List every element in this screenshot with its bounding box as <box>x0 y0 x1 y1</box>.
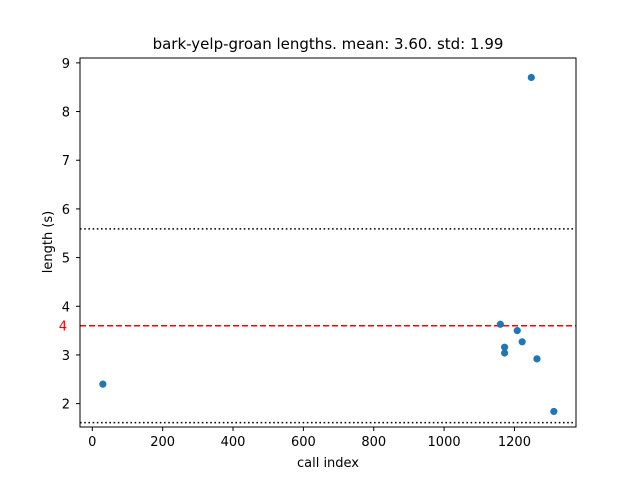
y-tick-label: 6 <box>62 203 70 218</box>
data-point <box>496 320 504 328</box>
x-tick-label: 1000 <box>428 435 461 450</box>
y-axis-label: length (s) <box>41 211 56 274</box>
y-tick-label: 7 <box>62 154 70 169</box>
chart-title: bark-yelp-groan lengths. mean: 3.60. std… <box>153 35 504 53</box>
x-tick-label: 200 <box>150 435 175 450</box>
data-point <box>533 355 541 363</box>
data-point <box>500 349 509 357</box>
x-tick-label: 600 <box>291 435 316 450</box>
x-axis-label: call index <box>297 456 359 471</box>
x-tick-label: 400 <box>221 435 246 450</box>
data-point <box>500 343 509 351</box>
x-tick-label: 800 <box>361 435 386 450</box>
data-point <box>99 380 107 388</box>
y-tick-label: 3 <box>62 349 70 364</box>
data-point <box>527 73 535 82</box>
data-point <box>550 407 558 416</box>
y-tick-label: 5 <box>62 252 70 267</box>
x-tick-label: 0 <box>88 435 96 450</box>
y-tick-label: 4 <box>62 300 70 315</box>
plot-area <box>80 73 576 424</box>
y-tick-label: 2 <box>62 398 70 413</box>
x-tick-label: 1200 <box>498 435 531 450</box>
plot-frame <box>79 57 577 428</box>
mean-annotation: 4 <box>59 320 67 335</box>
data-point <box>518 338 526 346</box>
y-tick-label: 9 <box>62 57 70 72</box>
data-point <box>513 327 521 335</box>
y-tick-label: 8 <box>62 106 70 121</box>
